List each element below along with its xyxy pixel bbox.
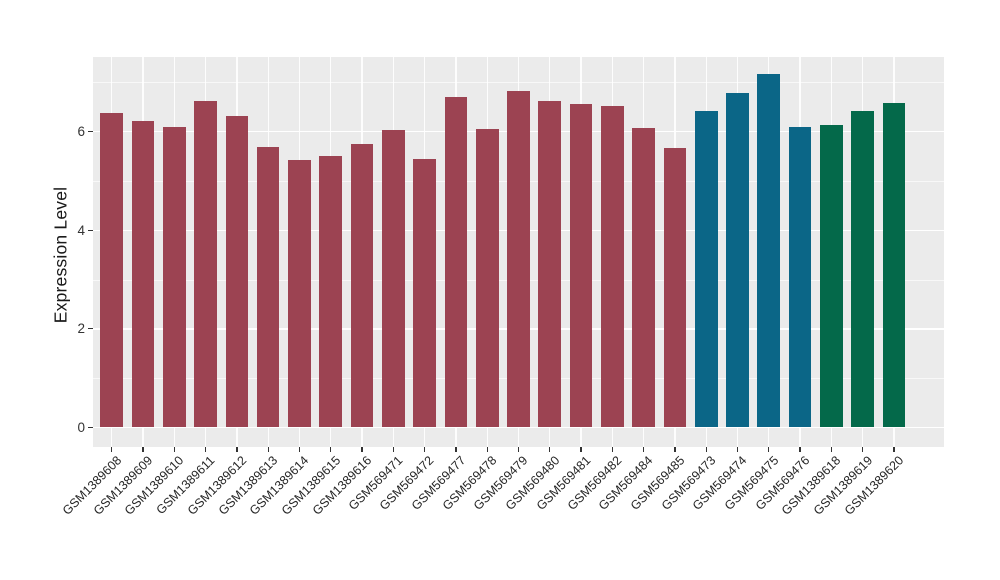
x-tick-mark: [862, 447, 864, 452]
bar-GSM569471: [382, 129, 405, 428]
bar-GSM569482: [601, 106, 624, 428]
x-tick-mark: [549, 447, 551, 452]
y-tick-mark: [88, 229, 93, 231]
y-tick-mark: [88, 426, 93, 429]
x-tick-mark: [643, 447, 645, 452]
x-tick-mark: [361, 447, 363, 452]
y-tick-label: 0: [77, 420, 85, 435]
bar-GSM1389608: [100, 112, 124, 428]
bar-GSM1389612: [225, 115, 249, 428]
y-tick-label: 6: [77, 124, 85, 140]
bar-GSM569478: [475, 128, 499, 428]
x-tick-mark: [768, 447, 770, 452]
x-tick-mark: [392, 447, 394, 452]
bar-GSM569476: [788, 127, 812, 428]
x-tick-mark: [736, 447, 739, 452]
x-tick-mark: [424, 447, 426, 452]
bar-GSM569475: [757, 73, 781, 428]
bar-GSM569481: [569, 103, 593, 428]
bar-GSM1389618: [820, 125, 843, 428]
bar-GSM1389609: [131, 120, 155, 428]
x-tick-mark: [267, 447, 269, 452]
y-tick-mark: [88, 328, 93, 330]
bar-GSM1389614: [288, 160, 311, 428]
x-tick-mark: [830, 447, 832, 452]
x-tick-mark: [236, 447, 238, 452]
bar-GSM1389611: [194, 101, 217, 428]
x-tick-mark: [674, 447, 676, 452]
bar-GSM1389619: [851, 110, 874, 428]
bar-GSM1389615: [319, 156, 343, 428]
bar-GSM569479: [507, 91, 530, 428]
x-tick-mark: [455, 447, 457, 452]
bar-GSM1389610: [163, 126, 186, 428]
x-tick-mark: [330, 447, 332, 452]
x-tick-mark: [298, 447, 301, 452]
bar-GSM569473: [694, 110, 718, 428]
x-tick-mark: [517, 447, 520, 452]
bar-GSM569484: [632, 127, 655, 428]
bar-GSM569477: [444, 97, 468, 428]
bar-GSM1389616: [350, 144, 374, 428]
y-tick-label: 4: [77, 222, 85, 238]
x-tick-mark: [173, 447, 175, 452]
x-tick-mark: [893, 447, 895, 452]
y-tick-label: 2: [77, 321, 85, 337]
x-tick-mark: [580, 447, 582, 452]
y-tick-mark: [88, 131, 93, 133]
x-tick-mark: [611, 447, 613, 452]
y-axis-title: Expression Level: [50, 186, 71, 324]
bar-GSM569474: [726, 93, 749, 428]
bar-GSM1389620: [882, 103, 906, 428]
x-tick-mark: [111, 447, 113, 452]
bar-GSM1389613: [256, 146, 280, 428]
bar-GSM569480: [538, 100, 562, 428]
x-tick-mark: [205, 447, 207, 452]
x-tick-mark: [799, 447, 801, 452]
bar-GSM569472: [413, 159, 436, 428]
x-tick-mark: [142, 447, 144, 452]
plot-panel: [93, 57, 944, 447]
x-tick-mark: [486, 447, 488, 452]
bar-GSM569485: [663, 148, 687, 428]
x-tick-mark: [705, 447, 707, 452]
